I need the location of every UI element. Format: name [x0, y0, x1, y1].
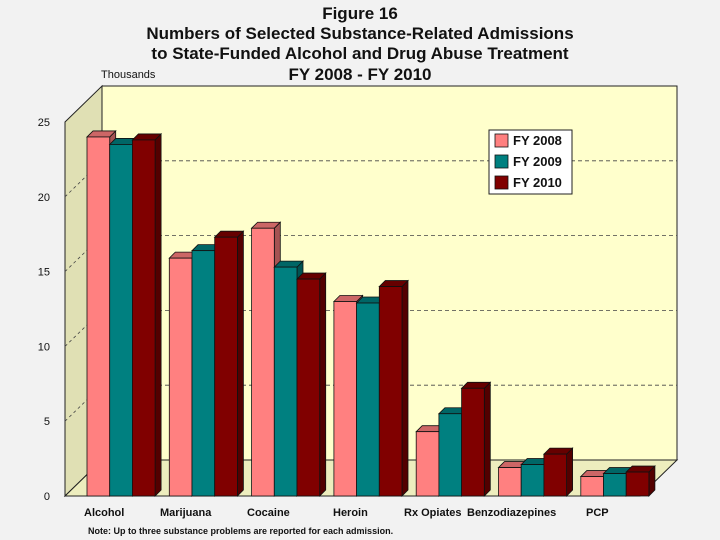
- bar: [131, 139, 156, 497]
- x-axis: Alcohol Marijuana Cocaine Heroin Rx Opiates B…: [84, 507, 609, 519]
- legend-label: FY 2009: [513, 154, 562, 169]
- legend: FY 2008 FY 2009 FY 2010: [488, 129, 573, 195]
- x-category-label: PCP: [586, 507, 609, 519]
- x-category-label: Marijuana: [160, 507, 212, 519]
- bar: [251, 227, 275, 497]
- bar: [625, 471, 650, 497]
- y-tick-label: 0: [44, 491, 50, 503]
- bar-side: [236, 230, 244, 497]
- legend-swatch: [494, 133, 509, 148]
- bar-side: [154, 132, 162, 497]
- x-category-label: Rx Opiates: [404, 507, 461, 519]
- bar-side: [401, 279, 409, 497]
- y-tick-label: 10: [38, 341, 50, 353]
- bar: [214, 236, 238, 497]
- y-tick-label: 5: [44, 416, 50, 428]
- bar: [378, 286, 403, 497]
- bar: [356, 302, 380, 497]
- y-tick-label: 25: [38, 117, 50, 129]
- bar: [415, 431, 440, 497]
- bar: [603, 473, 627, 497]
- y-axis-label: Thousands: [101, 69, 156, 81]
- y-tick-label: 15: [38, 267, 50, 279]
- y-tick-label: 20: [38, 192, 50, 204]
- x-category-label: Alcohol: [84, 507, 124, 519]
- x-category-label: Heroin: [333, 507, 368, 519]
- legend-label: FY 2010: [513, 175, 562, 190]
- legend-swatch: [494, 175, 509, 190]
- bar: [461, 387, 485, 497]
- legend-swatch: [494, 154, 509, 169]
- bar: [333, 301, 357, 497]
- bar-side: [483, 381, 491, 497]
- bar-side: [319, 272, 327, 497]
- bar: [296, 278, 321, 497]
- footnote: Note: Up to three substance problems are…: [88, 526, 394, 536]
- bar-series: [86, 129, 656, 497]
- bar: [498, 467, 522, 497]
- chart-title-line-1: Numbers of Selected Substance-Related Ad…: [146, 24, 574, 43]
- legend-label: FY 2008: [513, 133, 562, 148]
- bar: [580, 476, 604, 497]
- bar: [109, 144, 133, 497]
- bar: [520, 464, 545, 497]
- x-category-label: Benzodiazepines: [467, 507, 556, 519]
- bar: [168, 257, 193, 497]
- bar: [543, 453, 568, 497]
- chart-title-line-2: to State-Funded Alcohol and Drug Abuse T…: [151, 44, 569, 63]
- bar-side: [566, 447, 573, 497]
- chart-title-line-3: FY 2008 - FY 2010: [288, 65, 432, 84]
- bar: [273, 266, 298, 497]
- bar: [191, 250, 216, 497]
- bar: [438, 413, 462, 497]
- bar: [86, 136, 111, 497]
- y-axis: 0 5 10 15 20 25 Thousands: [38, 69, 156, 503]
- x-category-label: Cocaine: [247, 507, 290, 519]
- figure-number: Figure 16: [322, 4, 398, 23]
